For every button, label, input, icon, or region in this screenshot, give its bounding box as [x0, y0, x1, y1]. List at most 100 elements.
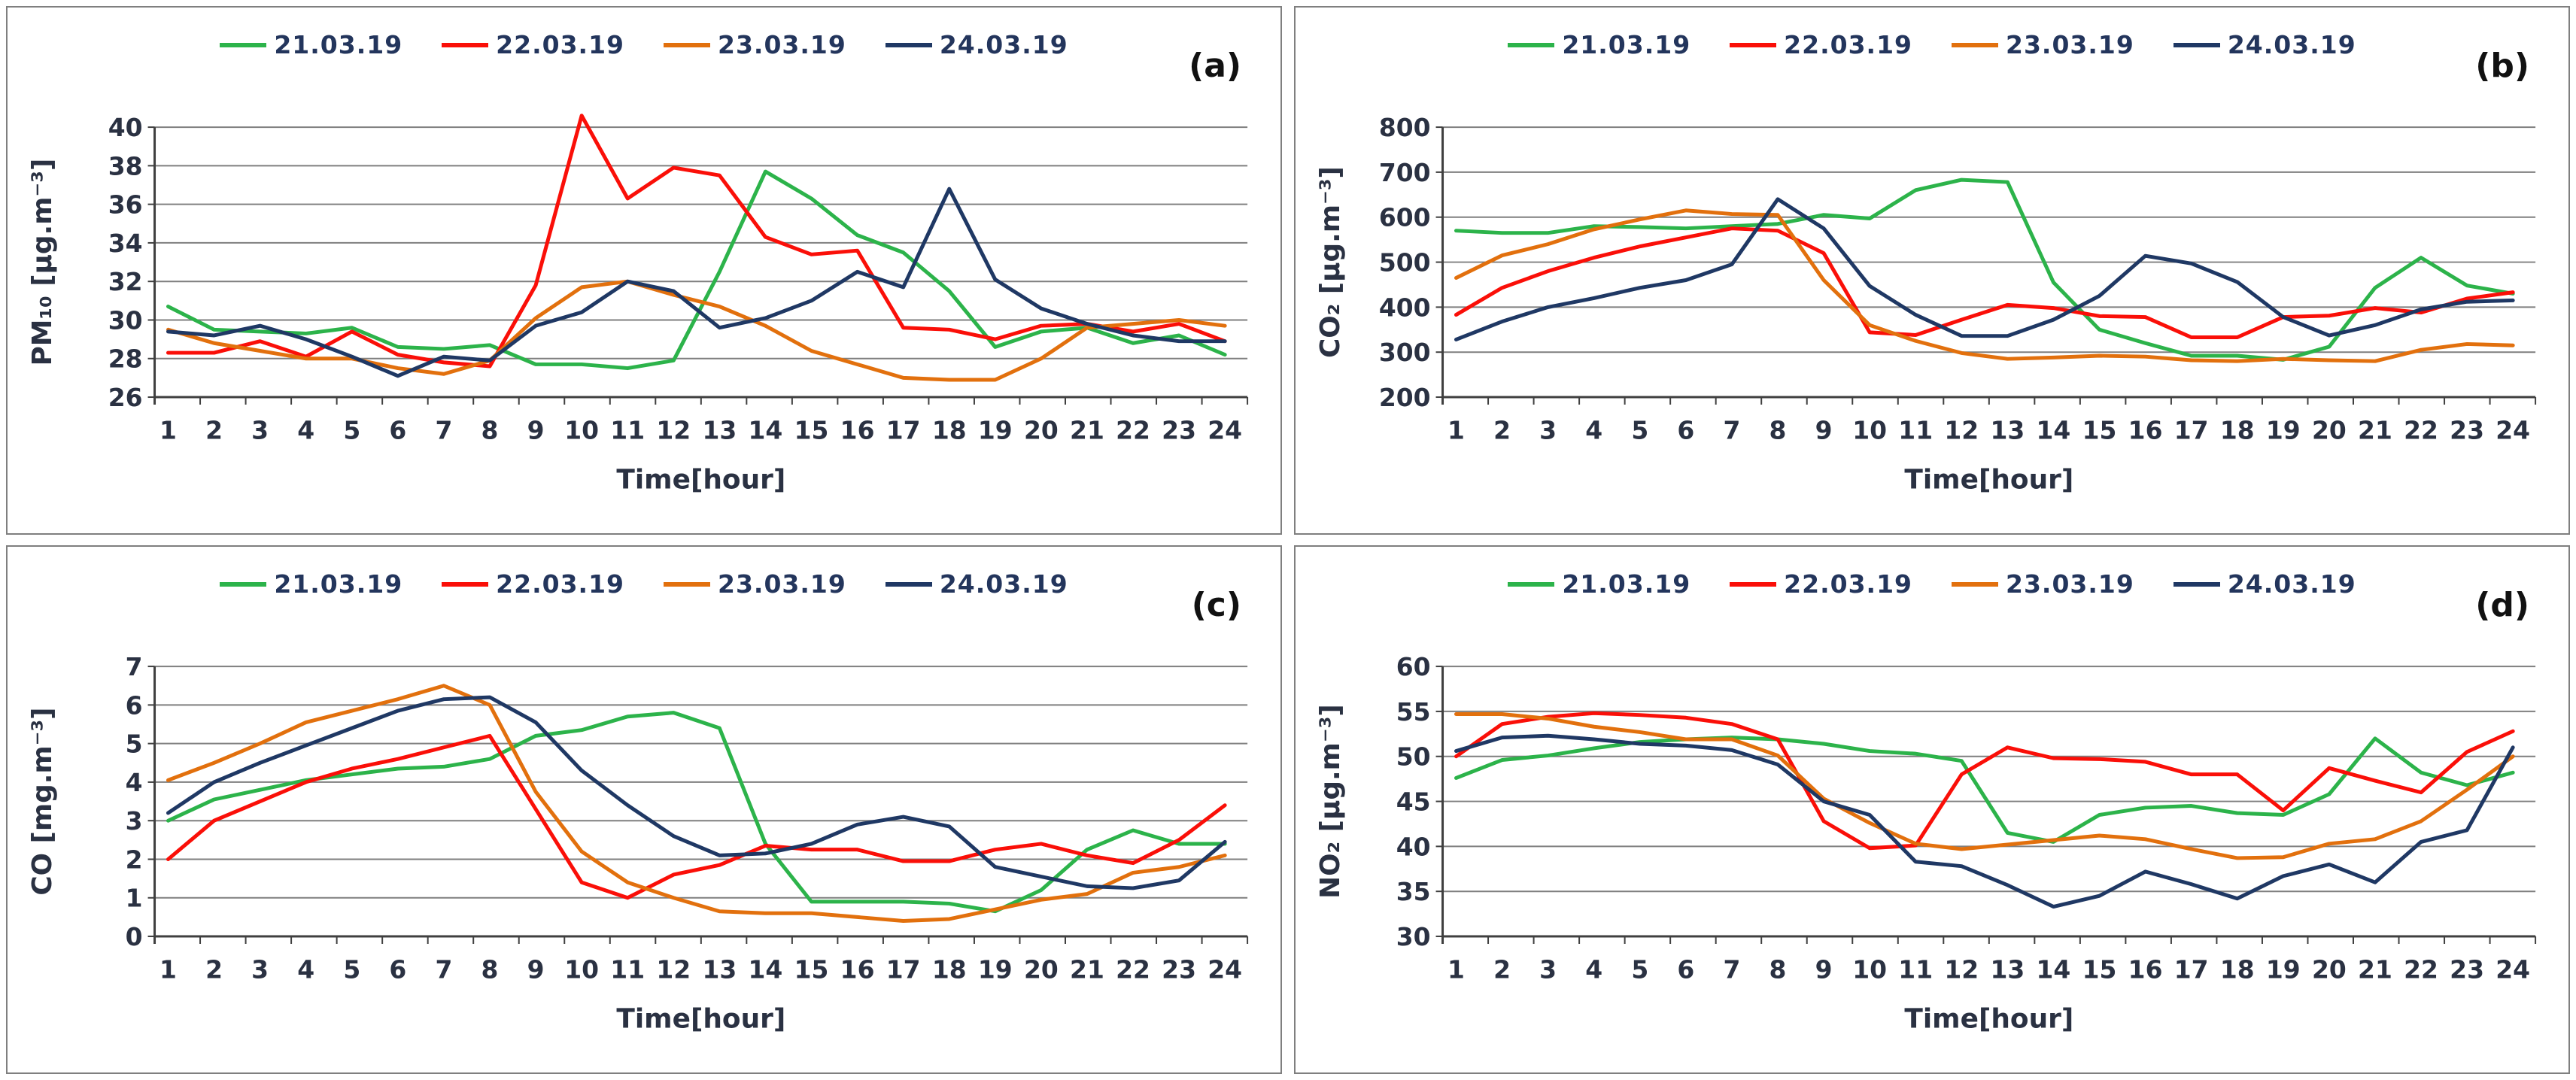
- legend-item: 21.03.19: [220, 30, 402, 59]
- x-tick-label: 12: [656, 416, 691, 445]
- x-tick-label: 20: [1024, 416, 1059, 445]
- y-tick-label: 4: [126, 768, 143, 797]
- x-tick-label: 16: [2128, 955, 2163, 984]
- x-tick-label: 4: [297, 416, 314, 445]
- legend-item: 22.03.19: [1730, 30, 1912, 59]
- x-tick-label: 7: [1723, 955, 1740, 984]
- legend-item: 24.03.19: [2173, 569, 2356, 599]
- legend-line-swatch: [1508, 581, 1555, 587]
- x-tick-label: 10: [564, 955, 599, 984]
- x-tick-label: 16: [840, 955, 875, 984]
- legend-series-label: 22.03.19: [1784, 569, 1912, 599]
- x-tick-label: 17: [2174, 955, 2209, 984]
- x-tick-label: 20: [2312, 416, 2347, 445]
- legend: 21.03.19 22.03.19 23.03.19 24.03.19: [8, 569, 1280, 599]
- series-line-22.03.19: [1454, 226, 2515, 339]
- y-tick-label: 5: [126, 730, 143, 759]
- x-tick-label: 17: [886, 416, 921, 445]
- y-tick-label: 32: [108, 267, 143, 296]
- panel-b-co2: 21.03.19 22.03.19 23.03.19 24.03.19 (b) 200…: [1294, 6, 2570, 535]
- y-tick-label: 30: [108, 305, 143, 335]
- legend-item: 21.03.19: [220, 569, 402, 599]
- legend-line-swatch: [664, 42, 710, 47]
- y-tick-label: 400: [1379, 293, 1431, 322]
- x-tick-label: 24: [1208, 955, 1242, 984]
- legend-series-label: 21.03.19: [274, 30, 403, 59]
- x-tick-label: 9: [1815, 416, 1833, 445]
- series-line-22.03.19: [166, 733, 1227, 900]
- x-tick-label: 11: [1898, 955, 1933, 984]
- y-tick-label: 38: [108, 151, 143, 181]
- legend-line-swatch: [442, 581, 489, 587]
- x-axis-title: Time[hour]: [1904, 464, 2073, 495]
- legend-line-swatch: [1508, 42, 1555, 47]
- y-tick-label: 1: [126, 884, 143, 913]
- x-axis-title: Time[hour]: [616, 1003, 785, 1034]
- legend-item: 23.03.19: [664, 569, 846, 599]
- legend-line-swatch: [885, 581, 932, 587]
- legend-line-swatch: [1952, 581, 1998, 587]
- x-tick-label: 20: [2312, 955, 2347, 984]
- legend-series-label: 24.03.19: [2227, 569, 2356, 599]
- y-axis-title: CO [mg.m⁻³]: [27, 707, 58, 895]
- x-tick-label: 2: [205, 416, 223, 445]
- legend-item: 22.03.19: [442, 30, 624, 59]
- legend-item: 24.03.19: [885, 569, 1068, 599]
- x-tick-label: 18: [932, 416, 967, 445]
- legend-series-label: 22.03.19: [496, 569, 624, 599]
- x-tick-label: 8: [1769, 955, 1787, 984]
- series-line-21.03.19: [166, 711, 1227, 914]
- panel-label: (a): [1189, 47, 1241, 85]
- x-tick-label: 22: [1116, 955, 1150, 984]
- x-tick-label: 6: [389, 416, 406, 445]
- x-tick-label: 16: [2128, 416, 2163, 445]
- y-tick-label: 2: [126, 845, 143, 874]
- x-axis-title: Time[hour]: [616, 464, 785, 495]
- panel-label: (d): [2475, 586, 2529, 624]
- x-tick-label: 11: [610, 955, 645, 984]
- x-tick-label: 7: [435, 955, 452, 984]
- legend-series-label: 23.03.19: [718, 30, 846, 59]
- x-tick-label: 17: [2174, 416, 2209, 445]
- legend-line-swatch: [2173, 581, 2220, 587]
- legend-series-label: 24.03.19: [939, 569, 1068, 599]
- x-tick-label: 1: [1447, 955, 1465, 984]
- y-tick-label: 40: [108, 113, 143, 142]
- series-line-21.03.19: [1454, 177, 2515, 362]
- x-tick-label: 24: [2496, 416, 2530, 445]
- series-line-24.03.19: [166, 695, 1227, 890]
- x-tick-label: 10: [564, 416, 599, 445]
- legend-item: 21.03.19: [1508, 569, 1690, 599]
- series-line-23.03.19: [1454, 712, 2515, 860]
- y-tick-label: 50: [1396, 742, 1431, 772]
- legend-line-swatch: [885, 42, 932, 47]
- y-tick-label: 55: [1396, 697, 1431, 727]
- x-tick-label: 22: [2404, 955, 2438, 984]
- x-tick-label: 24: [2496, 955, 2530, 984]
- series-line-21.03.19: [1454, 736, 2515, 844]
- legend-series-label: 24.03.19: [2227, 30, 2356, 59]
- series-line-21.03.19: [166, 169, 1227, 371]
- x-tick-label: 1: [159, 955, 177, 984]
- x-tick-label: 13: [1990, 955, 2025, 984]
- x-tick-label: 1: [159, 416, 177, 445]
- y-tick-label: 30: [1396, 922, 1431, 951]
- panel-a-pm10: 21.03.19 22.03.19 23.03.19 24.03.19 (a) 2 6 2…: [6, 6, 1282, 535]
- x-tick-label: 21: [2358, 955, 2392, 984]
- y-tick-label: 7: [126, 652, 143, 681]
- y-tick-label: 0: [126, 922, 143, 951]
- series-line-22.03.19: [166, 114, 1227, 369]
- x-tick-label: 8: [481, 416, 499, 445]
- panel-d-no2: 21.03.19 22.03.19 23.03.19 24.03.19 (d) 30 3…: [1294, 545, 2570, 1074]
- x-tick-label: 23: [2450, 955, 2484, 984]
- legend-item: 24.03.19: [885, 30, 1068, 59]
- y-tick-label: 60: [1396, 652, 1431, 681]
- legend-line-swatch: [1730, 42, 1777, 47]
- x-tick-label: 19: [978, 955, 1013, 984]
- x-tick-label: 9: [527, 416, 545, 445]
- series-line-24.03.19: [1454, 733, 2515, 909]
